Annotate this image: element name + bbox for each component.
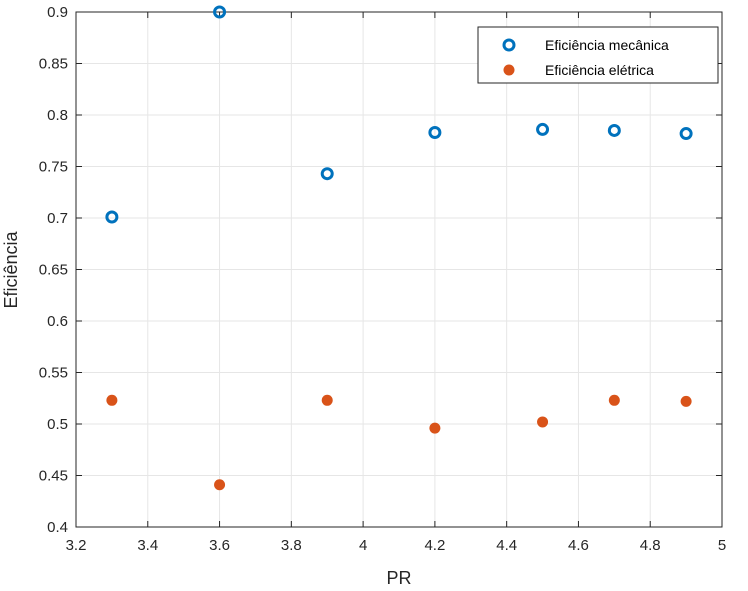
legend-markers <box>502 38 516 76</box>
legend-label-eletrica: Eficiência elétrica <box>545 62 654 78</box>
y-tick-label: 0.45 <box>39 468 68 485</box>
y-tick-label: 0.8 <box>47 107 68 124</box>
mecanica-point <box>213 5 227 19</box>
eletrica-point <box>537 416 549 428</box>
x-tick-label: 3.2 <box>66 537 87 554</box>
y-tick-label: 0.4 <box>47 519 68 536</box>
grid-lines <box>75 11 723 528</box>
x-tick-label: 5 <box>718 537 726 554</box>
y-tick-label: 0.85 <box>39 56 68 73</box>
legend: Eficiência mecânica Eficiência elétrica <box>477 26 719 84</box>
eletrica-point <box>106 394 118 406</box>
x-tick-label: 4.2 <box>424 537 445 554</box>
x-tick-label: 3.4 <box>137 537 158 554</box>
eletrica-point <box>429 422 441 434</box>
mecanica-point <box>105 210 119 224</box>
x-tick-label: 4.8 <box>640 537 661 554</box>
x-tick-label: 4.6 <box>568 537 589 554</box>
x-tick-label: 4.4 <box>496 537 517 554</box>
x-axis-label: PR <box>386 568 411 588</box>
eletrica-point <box>680 395 692 407</box>
mecanica-point <box>536 122 550 136</box>
y-axis-label: Eficiência <box>1 230 21 308</box>
y-tick-label: 0.6 <box>47 313 68 330</box>
y-tick-label: 0.55 <box>39 365 68 382</box>
mecanica-point <box>428 126 442 140</box>
x-tick-label: 4 <box>359 537 367 554</box>
mecanica-point <box>607 123 621 137</box>
y-tick-label: 0.9 <box>47 4 68 21</box>
y-tick-label: 0.5 <box>47 416 68 433</box>
mecanica-point <box>679 127 693 141</box>
eletrica-point <box>608 394 620 406</box>
x-tick-label: 3.6 <box>209 537 230 554</box>
legend-marker-mecanica <box>502 38 516 52</box>
legend-label-mecanica: Eficiência mecânica <box>545 37 669 53</box>
plot-frame <box>75 11 723 528</box>
legend-box <box>477 26 719 84</box>
eletrica-point <box>321 394 333 406</box>
data-points <box>105 5 693 491</box>
eletrica-point <box>214 479 226 491</box>
x-tick-label: 3.8 <box>281 537 302 554</box>
y-tick-label: 0.7 <box>47 210 68 227</box>
mecanica-point <box>320 167 334 181</box>
x-tick-labels: 3.2 3.4 3.6 3.8 4 4.2 4.4 4.6 4.8 5 <box>66 537 727 554</box>
y-tick-label: 0.65 <box>39 262 68 279</box>
y-tick-labels: 0.4 0.45 0.5 0.55 0.6 0.65 0.7 0.75 0.8 0.85 0.9 <box>39 4 68 536</box>
legend-marker-eletrica <box>503 64 515 76</box>
y-tick-label: 0.75 <box>39 159 68 176</box>
